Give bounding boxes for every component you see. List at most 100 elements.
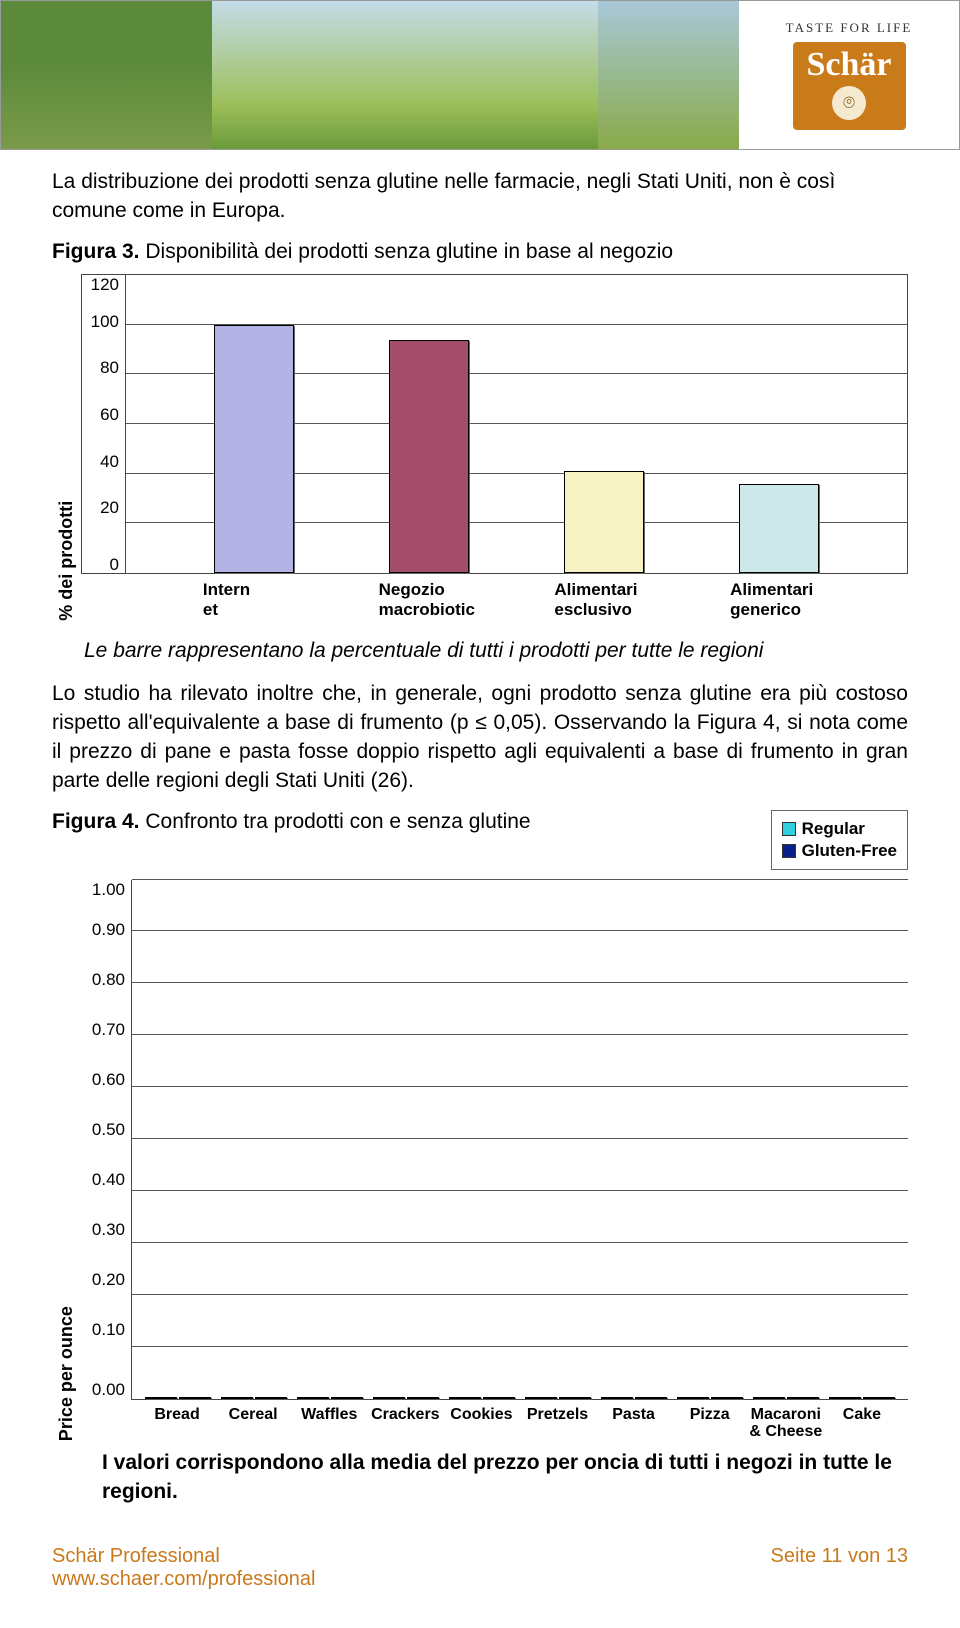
figure4-bar-glutenfree: [483, 1397, 515, 1399]
figure4-legend: RegularGluten-Free: [771, 810, 908, 870]
brand-logo: Schär ⌾: [793, 42, 906, 130]
figure4-bar-glutenfree: [255, 1397, 287, 1399]
figure3-category-label: Negoziomacrobiotic: [379, 580, 479, 621]
figure3-ytick: 60: [82, 405, 125, 425]
figure4-bar-regular: [601, 1397, 633, 1399]
figure4-bar-glutenfree: [787, 1397, 819, 1399]
figure4-label: Figura 4.: [52, 810, 140, 833]
figure4-x-axis-labels: BreadCerealWafflesCrackersCookiesPretzel…: [131, 1400, 908, 1441]
intro-paragraph: La distribuzione dei prodotti senza glut…: [52, 168, 908, 226]
figure4-plot-area: 1.00 0.90 0.80 0.70 0.60 0.50 0.40 0.30 0.20 0.10…: [81, 880, 908, 1400]
figure4-bar-group: [525, 1397, 591, 1399]
figure4-bar-group: [601, 1397, 667, 1399]
figure4-bar-group: [373, 1397, 439, 1399]
mid-paragraph: Lo studio ha rilevato inoltre che, in ge…: [52, 680, 908, 796]
figure4-bar-glutenfree: [635, 1397, 667, 1399]
legend-item: Regular: [782, 819, 897, 839]
figure4-caption: I valori corrispondono alla media del pr…: [102, 1449, 908, 1507]
figure3-plot-area: 120 100 80 60 40 20 0: [81, 274, 908, 574]
figure4-ytick: 0.80: [81, 970, 131, 990]
footer-url: www.schaer.com/professional: [52, 1568, 315, 1591]
figure4-ytick: 0.40: [81, 1170, 131, 1190]
figure4-bar-group: [145, 1397, 211, 1399]
figure4-bar-group: [449, 1397, 515, 1399]
legend-swatch: [782, 822, 796, 836]
footer-page-number: Seite 11 von 13: [770, 1545, 908, 1591]
figure3-y-axis-ticks: 120 100 80 60 40 20 0: [82, 275, 126, 573]
figure4-ytick: 0.30: [81, 1220, 131, 1240]
figure4-ytick: 0.00: [81, 1380, 131, 1400]
figure3-bars: [126, 275, 907, 573]
figure4-header-row: Figura 4. Confronto tra prodotti con e s…: [52, 810, 908, 870]
figure4-bar-regular: [449, 1397, 481, 1399]
figure4-bar-glutenfree: [559, 1397, 591, 1399]
brand-logo-text: Schär: [807, 46, 892, 84]
figure3-ytick: 120: [82, 275, 125, 295]
figure4-bar-glutenfree: [711, 1397, 743, 1399]
figure3-ytick: 20: [82, 498, 125, 518]
figure3-ytick: 80: [82, 358, 125, 378]
figure4-bar-group: [753, 1397, 819, 1399]
figure4-bar-glutenfree: [863, 1397, 895, 1399]
figure4-ytick: 0.90: [81, 920, 131, 940]
figure4-category-label: Waffles: [291, 1406, 367, 1441]
figure3-ytick: 100: [82, 312, 125, 332]
figure4-bars: [131, 880, 908, 1400]
figure4-bar-group: [829, 1397, 895, 1399]
figure4-bar-regular: [525, 1397, 557, 1399]
figure3-y-axis-label: % dei prodotti: [52, 274, 81, 621]
figure3-heading: Figura 3. Disponibilità dei prodotti sen…: [52, 240, 908, 264]
figure4-ytick: 0.60: [81, 1070, 131, 1090]
brand-logo-block: TASTE FOR LIFE Schär ⌾: [739, 1, 959, 149]
figure4-category-label: Cereal: [215, 1406, 291, 1441]
figure3-bar: [739, 484, 819, 573]
figure4-bar-group: [297, 1397, 363, 1399]
figure4-ytick: 0.70: [81, 1020, 131, 1040]
figure4-ytick: 1.00: [81, 880, 131, 900]
figure4-bar-regular: [297, 1397, 329, 1399]
figure3-category-label: Alimentarigenerico: [730, 580, 830, 621]
footer-brand-block: Schär Professional www.schaer.com/profes…: [52, 1545, 315, 1591]
header-banner: TASTE FOR LIFE Schär ⌾: [0, 0, 960, 150]
figure3-ytick: 40: [82, 452, 125, 472]
figure3-label: Figura 3.: [52, 240, 140, 263]
figure3-x-axis-labels: Internet Negoziomacrobiotic Alimentariescl…: [125, 574, 908, 621]
legend-swatch: [782, 844, 796, 858]
figure4-bar-group: [221, 1397, 287, 1399]
figure3-category-label: Internet: [203, 580, 303, 621]
figure4-category-label: Cake: [824, 1406, 900, 1441]
figure4-bar-glutenfree: [407, 1397, 439, 1399]
brand-tagline: TASTE FOR LIFE: [786, 20, 913, 36]
figure4-bar-regular: [145, 1397, 177, 1399]
figure4-heading: Figura 4. Confronto tra prodotti con e s…: [52, 810, 531, 834]
figure4-bar-regular: [677, 1397, 709, 1399]
figure3-title: Disponibilità dei prodotti senza glutine…: [140, 240, 674, 263]
figure3-category-label: Alimentariesclusivo: [554, 580, 654, 621]
figure4-category-label: Pretzels: [519, 1406, 595, 1441]
wheat-crossed-icon: ⌾: [832, 86, 866, 120]
figure4-ytick: 0.10: [81, 1320, 131, 1340]
figure3-bar: [389, 340, 469, 573]
figure4-bar-glutenfree: [179, 1397, 211, 1399]
figure4-ytick: 0.20: [81, 1270, 131, 1290]
legend-label: Gluten-Free: [802, 841, 897, 861]
figure3-chart: % dei prodotti 120 100 80 60 40 20 0 Internet N…: [52, 274, 908, 621]
figure4-bar-group: [677, 1397, 743, 1399]
figure4-category-label: Pizza: [672, 1406, 748, 1441]
figure4-category-label: Cookies: [443, 1406, 519, 1441]
figure3-ytick: 0: [82, 555, 125, 575]
figure3-bar: [564, 471, 644, 573]
page-content: La distribuzione dei prodotti senza glut…: [0, 150, 960, 1531]
figure4-gridlines: [132, 880, 908, 1399]
figure4-bar-glutenfree: [331, 1397, 363, 1399]
figure4-bar-regular: [221, 1397, 253, 1399]
figure4-category-label: Crackers: [367, 1406, 443, 1441]
figure4-y-axis-ticks: 1.00 0.90 0.80 0.70 0.60 0.50 0.40 0.30 0.20 0.10…: [81, 880, 131, 1400]
figure4-bar-regular: [829, 1397, 861, 1399]
figure3-caption: Le barre rappresentano la percentuale di…: [84, 637, 908, 666]
figure4-chart: Price per ounce 1.000.900.800.700.600.50…: [52, 880, 908, 1441]
legend-label: Regular: [802, 819, 865, 839]
figure4-bar-regular: [753, 1397, 785, 1399]
figure4-ytick: 0.50: [81, 1120, 131, 1140]
footer-brand: Schär Professional: [52, 1545, 315, 1568]
